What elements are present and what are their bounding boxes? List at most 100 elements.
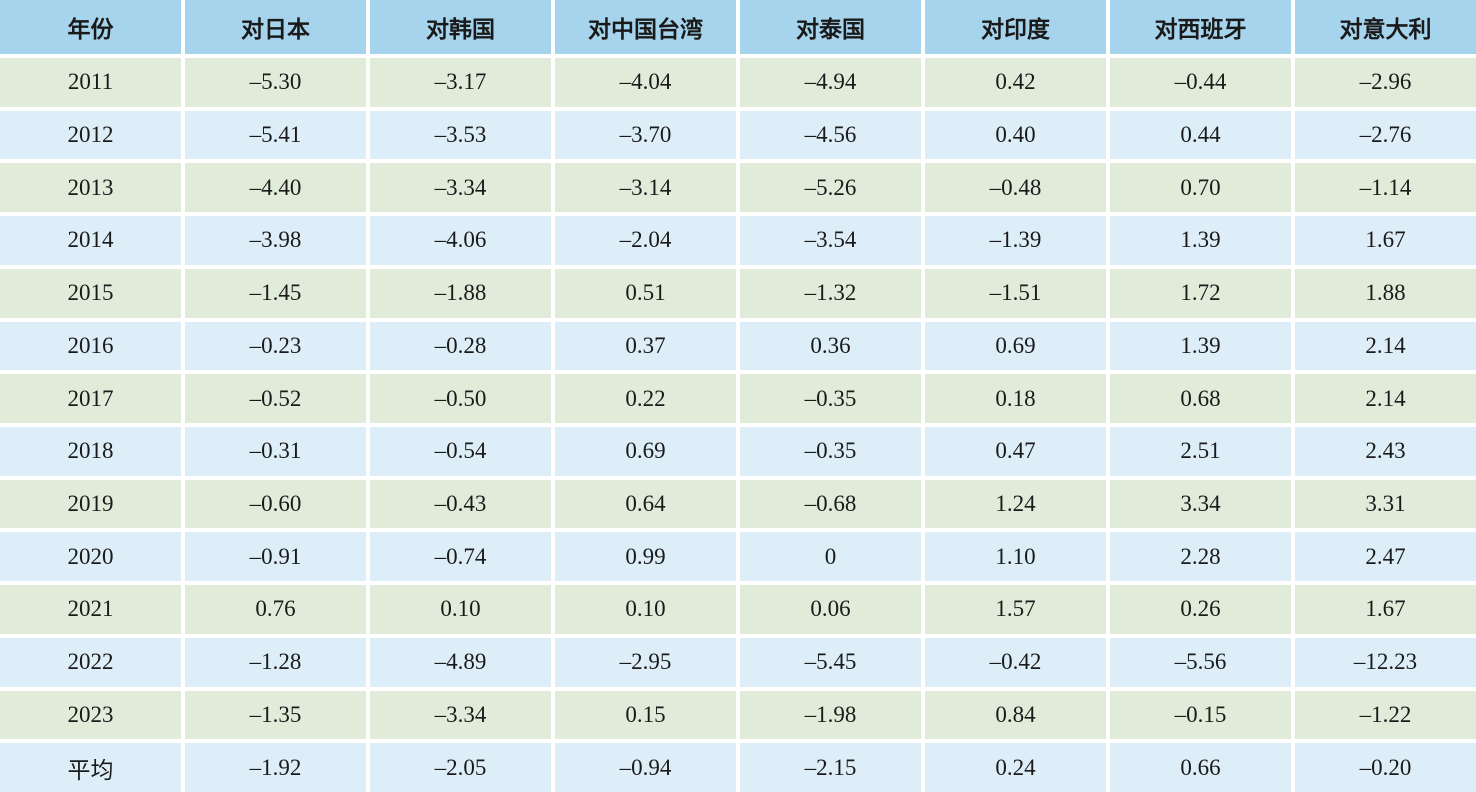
column-header-korea: 对韩国 <box>370 0 551 54</box>
row-year-label: 平均 <box>0 743 181 792</box>
value-cell: –0.42 <box>925 637 1106 687</box>
value-cell: 0.06 <box>740 585 921 634</box>
value-cell: –3.70 <box>555 110 736 160</box>
value-cell: 0.40 <box>925 110 1106 160</box>
value-cell: –3.14 <box>555 163 736 213</box>
value-cell: –0.94 <box>555 743 736 792</box>
value-cell: 2.47 <box>1295 532 1476 582</box>
value-cell: 1.24 <box>925 479 1106 529</box>
column-header-italy: 对意大利 <box>1295 0 1476 54</box>
value-cell: 0.24 <box>925 743 1106 792</box>
column-header-taiwan: 对中国台湾 <box>555 0 736 54</box>
value-cell: –2.76 <box>1295 110 1476 160</box>
value-cell: –4.40 <box>185 163 366 213</box>
value-cell: –2.96 <box>1295 58 1476 107</box>
value-cell: 0.47 <box>925 427 1106 476</box>
value-cell: 0 <box>740 532 921 582</box>
row-year-label: 2013 <box>0 163 181 213</box>
value-cell: 0.37 <box>555 321 736 371</box>
row-year-label: 2021 <box>0 585 181 634</box>
row-year-label: 2019 <box>0 479 181 529</box>
value-cell: 2.51 <box>1110 427 1291 476</box>
value-cell: –0.15 <box>1110 690 1291 740</box>
value-cell: –3.34 <box>370 690 551 740</box>
row-year-label: 2011 <box>0 58 181 107</box>
value-cell: 0.69 <box>925 321 1106 371</box>
row-year-label: 2022 <box>0 637 181 687</box>
value-cell: –1.32 <box>740 268 921 318</box>
column-header-thailand: 对泰国 <box>740 0 921 54</box>
value-cell: 0.69 <box>555 427 736 476</box>
value-cell: –0.74 <box>370 532 551 582</box>
value-cell: 0.76 <box>185 585 366 634</box>
value-cell: –1.14 <box>1295 163 1476 213</box>
value-cell: 0.26 <box>1110 585 1291 634</box>
value-cell: –5.26 <box>740 163 921 213</box>
value-cell: –3.53 <box>370 110 551 160</box>
row-year-label: 2018 <box>0 427 181 476</box>
value-cell: –5.45 <box>740 637 921 687</box>
value-cell: –0.20 <box>1295 743 1476 792</box>
value-cell: –1.51 <box>925 268 1106 318</box>
value-cell: –1.88 <box>370 268 551 318</box>
value-cell: –0.91 <box>185 532 366 582</box>
value-cell: 0.64 <box>555 479 736 529</box>
value-cell: –3.54 <box>740 216 921 265</box>
value-cell: –4.94 <box>740 58 921 107</box>
value-cell: –0.35 <box>740 374 921 423</box>
column-header-india: 对印度 <box>925 0 1106 54</box>
value-cell: 1.39 <box>1110 321 1291 371</box>
value-cell: –3.98 <box>185 216 366 265</box>
value-cell: –1.92 <box>185 743 366 792</box>
value-cell: 0.42 <box>925 58 1106 107</box>
value-cell: –1.45 <box>185 268 366 318</box>
value-cell: –4.89 <box>370 637 551 687</box>
value-cell: 0.18 <box>925 374 1106 423</box>
value-cell: –0.50 <box>370 374 551 423</box>
value-cell: 0.44 <box>1110 110 1291 160</box>
value-cell: –0.54 <box>370 427 551 476</box>
value-cell: 0.99 <box>555 532 736 582</box>
row-year-label: 2014 <box>0 216 181 265</box>
value-cell: 2.28 <box>1110 532 1291 582</box>
value-cell: –1.39 <box>925 216 1106 265</box>
value-cell: 0.10 <box>370 585 551 634</box>
row-year-label: 2023 <box>0 690 181 740</box>
column-header-spain: 对西班牙 <box>1110 0 1291 54</box>
value-cell: –1.35 <box>185 690 366 740</box>
value-cell: 0.36 <box>740 321 921 371</box>
column-header-year: 年份 <box>0 0 181 54</box>
value-cell: 1.10 <box>925 532 1106 582</box>
value-cell: –0.31 <box>185 427 366 476</box>
value-cell: –2.15 <box>740 743 921 792</box>
value-cell: 0.84 <box>925 690 1106 740</box>
value-cell: –0.48 <box>925 163 1106 213</box>
value-cell: –1.98 <box>740 690 921 740</box>
value-cell: –0.35 <box>740 427 921 476</box>
value-cell: –3.34 <box>370 163 551 213</box>
value-cell: –4.04 <box>555 58 736 107</box>
row-year-label: 2020 <box>0 532 181 582</box>
value-cell: 2.14 <box>1295 374 1476 423</box>
value-cell: 1.88 <box>1295 268 1476 318</box>
value-cell: –2.95 <box>555 637 736 687</box>
value-cell: –2.05 <box>370 743 551 792</box>
value-cell: –5.41 <box>185 110 366 160</box>
column-header-japan: 对日本 <box>185 0 366 54</box>
value-cell: –4.06 <box>370 216 551 265</box>
value-cell: –2.04 <box>555 216 736 265</box>
value-cell: –0.43 <box>370 479 551 529</box>
value-cell: 1.67 <box>1295 585 1476 634</box>
value-cell: –0.28 <box>370 321 551 371</box>
value-cell: 0.10 <box>555 585 736 634</box>
row-year-label: 2015 <box>0 268 181 318</box>
value-cell: –12.23 <box>1295 637 1476 687</box>
value-cell: 0.70 <box>1110 163 1291 213</box>
value-cell: 1.72 <box>1110 268 1291 318</box>
value-cell: 0.15 <box>555 690 736 740</box>
value-cell: –4.56 <box>740 110 921 160</box>
value-cell: 2.43 <box>1295 427 1476 476</box>
value-cell: 1.67 <box>1295 216 1476 265</box>
row-year-label: 2017 <box>0 374 181 423</box>
